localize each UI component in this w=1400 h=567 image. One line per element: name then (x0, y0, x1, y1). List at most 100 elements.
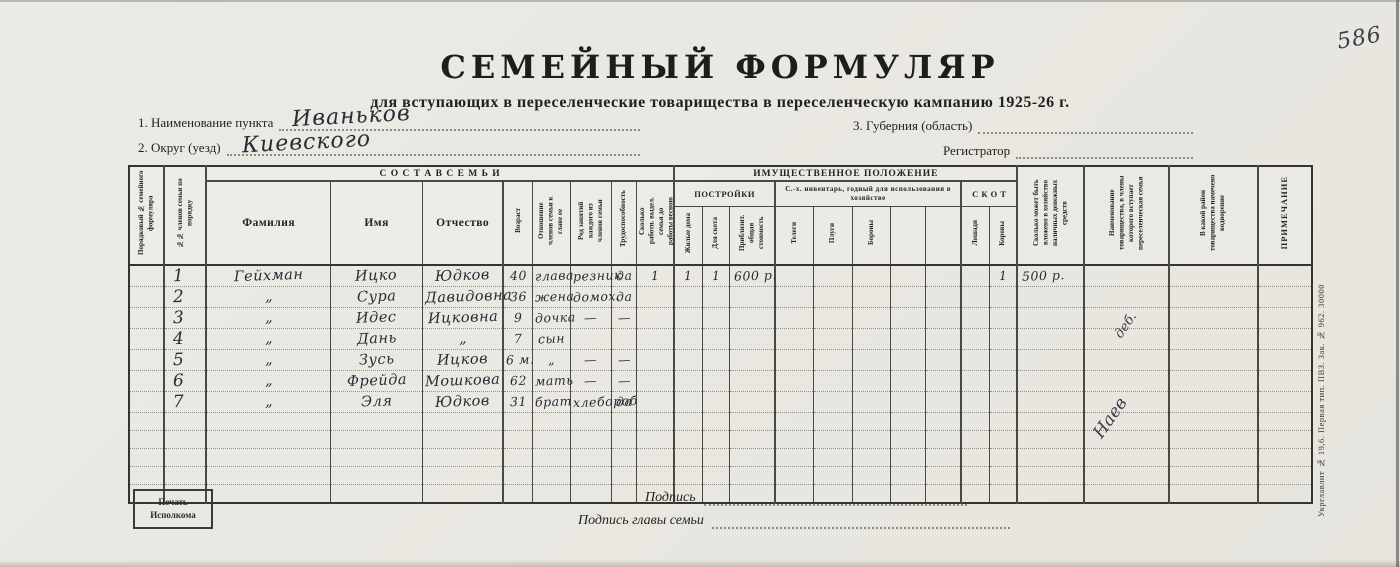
cell-m: 1 (163, 265, 207, 287)
cell-formNo (128, 328, 165, 350)
cell-b2 (925, 328, 962, 350)
cell-workers (636, 466, 675, 485)
cell-plows (813, 412, 853, 431)
handwritten-entry: Идес (356, 309, 398, 327)
cell-name (330, 430, 423, 449)
header-relation: Отношение членов семьи к главе ее (532, 180, 571, 266)
header-cash: Сколько может быть вложено в хозяйство н… (1016, 165, 1085, 266)
cell-occupation: — (569, 370, 613, 392)
cell-horses (960, 430, 990, 449)
cell-harrows (851, 286, 892, 308)
cell-b1 (890, 286, 927, 308)
handwritten-entry: Ицковна (427, 308, 499, 328)
header-horses: Лошади (960, 206, 990, 266)
header-occupation: Род занятий каждого из членов семьи (569, 180, 613, 266)
cell-carts (774, 466, 815, 485)
cell-cash (1016, 466, 1085, 485)
cell-cash (1016, 430, 1085, 449)
cell-carts (774, 412, 815, 431)
cell-m (163, 466, 207, 485)
handwritten-entry: 500 р. (1022, 267, 1066, 284)
handwritten-entry: 1 (711, 267, 721, 284)
cell-name: Фрейда (330, 370, 423, 392)
header-age: Возраст (502, 180, 534, 266)
handwritten-entry: „ (458, 330, 467, 348)
handwritten-entry: домох. (572, 288, 621, 305)
field-registrar-label: Регистратор (943, 143, 1011, 158)
cell-shed: 1 (701, 265, 730, 287)
field-point-label: 1. Наименование пункта (138, 115, 274, 130)
cell-able: да (611, 391, 638, 413)
table-row: 4 „ Дань „ 7 сын (128, 328, 1313, 350)
cell-occupation: — (569, 349, 613, 371)
cell-name: Сура (330, 286, 423, 308)
field-okrug: 2. Округ (уезд) (138, 140, 640, 156)
handwritten-entry: да (615, 288, 633, 305)
cell-occupation (569, 430, 613, 449)
cell-cash (1016, 328, 1085, 350)
handwritten-entry: „ (547, 351, 556, 368)
handwritten-entry: 600 р. (733, 267, 777, 284)
cell-cows (988, 430, 1018, 449)
cell-carts (774, 349, 815, 371)
cell-surname: „ (204, 328, 332, 350)
cell-m: 3 (163, 307, 207, 329)
handwritten-entry: мать (534, 372, 574, 389)
cell-age (502, 466, 534, 485)
field-guberniya: 3. Губерния (область) (853, 118, 1193, 134)
cell-carts (774, 307, 815, 329)
table-header: Порядковый № семейного формуляра №№ член… (128, 165, 1313, 266)
cell-formNo (128, 307, 165, 329)
header-patronymic: Отчество (421, 180, 504, 266)
cell-district (1168, 430, 1259, 449)
handwritten-entry: глава (534, 267, 575, 284)
cell-workers (636, 448, 675, 467)
handwritten-entry: „ (264, 351, 273, 369)
cell-cows (988, 466, 1018, 485)
cell-district (1168, 391, 1259, 413)
handwritten-entry: жена (534, 288, 575, 305)
family-form-table: Порядковый № семейного формуляра №№ член… (128, 165, 1313, 504)
cell-able: да (611, 265, 638, 287)
cell-partnership (1083, 265, 1170, 287)
cell-value: 600 р. (728, 265, 777, 287)
cell-harrows (851, 307, 892, 329)
cell-plows (813, 328, 853, 350)
cell-relation (532, 484, 571, 503)
cell-cows (988, 448, 1018, 467)
cell-workers (636, 349, 675, 371)
cell-value (728, 412, 776, 431)
cell-name (330, 466, 423, 485)
header-dwellings: Жилые дома (673, 206, 703, 266)
handwritten-entry: 1 (650, 267, 660, 284)
cell-harrows (851, 430, 892, 449)
cell-note (1256, 307, 1313, 329)
cell-name: Идес (330, 307, 423, 329)
cell-carts (774, 391, 815, 413)
cell-b2 (925, 391, 962, 413)
cell-formNo (128, 265, 165, 287)
cell-able (611, 328, 638, 350)
cell-carts (774, 370, 815, 392)
group-inventory: С.-х. инвентарь, годный для использовани… (774, 180, 962, 207)
cell-relation: мать (532, 370, 574, 392)
handwritten-entry: Ицко (355, 267, 398, 285)
cell-age: 31 (502, 391, 534, 413)
cell-b1 (890, 370, 927, 392)
cell-value (728, 448, 776, 467)
cell-district (1168, 307, 1259, 329)
cell-partnership (1083, 448, 1170, 467)
cell-name: Дань (330, 328, 423, 350)
cell-value (728, 430, 776, 449)
cell-able: — (611, 370, 638, 392)
cell-age (502, 412, 534, 431)
cell-district (1168, 370, 1259, 392)
handwritten-entry: Фрейда (346, 371, 407, 391)
cell-horses (960, 391, 990, 413)
cell-able: — (611, 307, 638, 329)
cell-able (611, 412, 638, 431)
cell-patronymic: Юдков (421, 391, 504, 413)
cell-harrows (851, 448, 892, 467)
table-row: 1 Гейхман Ицко Юдков 40 глава резник да 1 1 1 600 р… (128, 265, 1313, 287)
cell-age: 40 (502, 265, 534, 287)
